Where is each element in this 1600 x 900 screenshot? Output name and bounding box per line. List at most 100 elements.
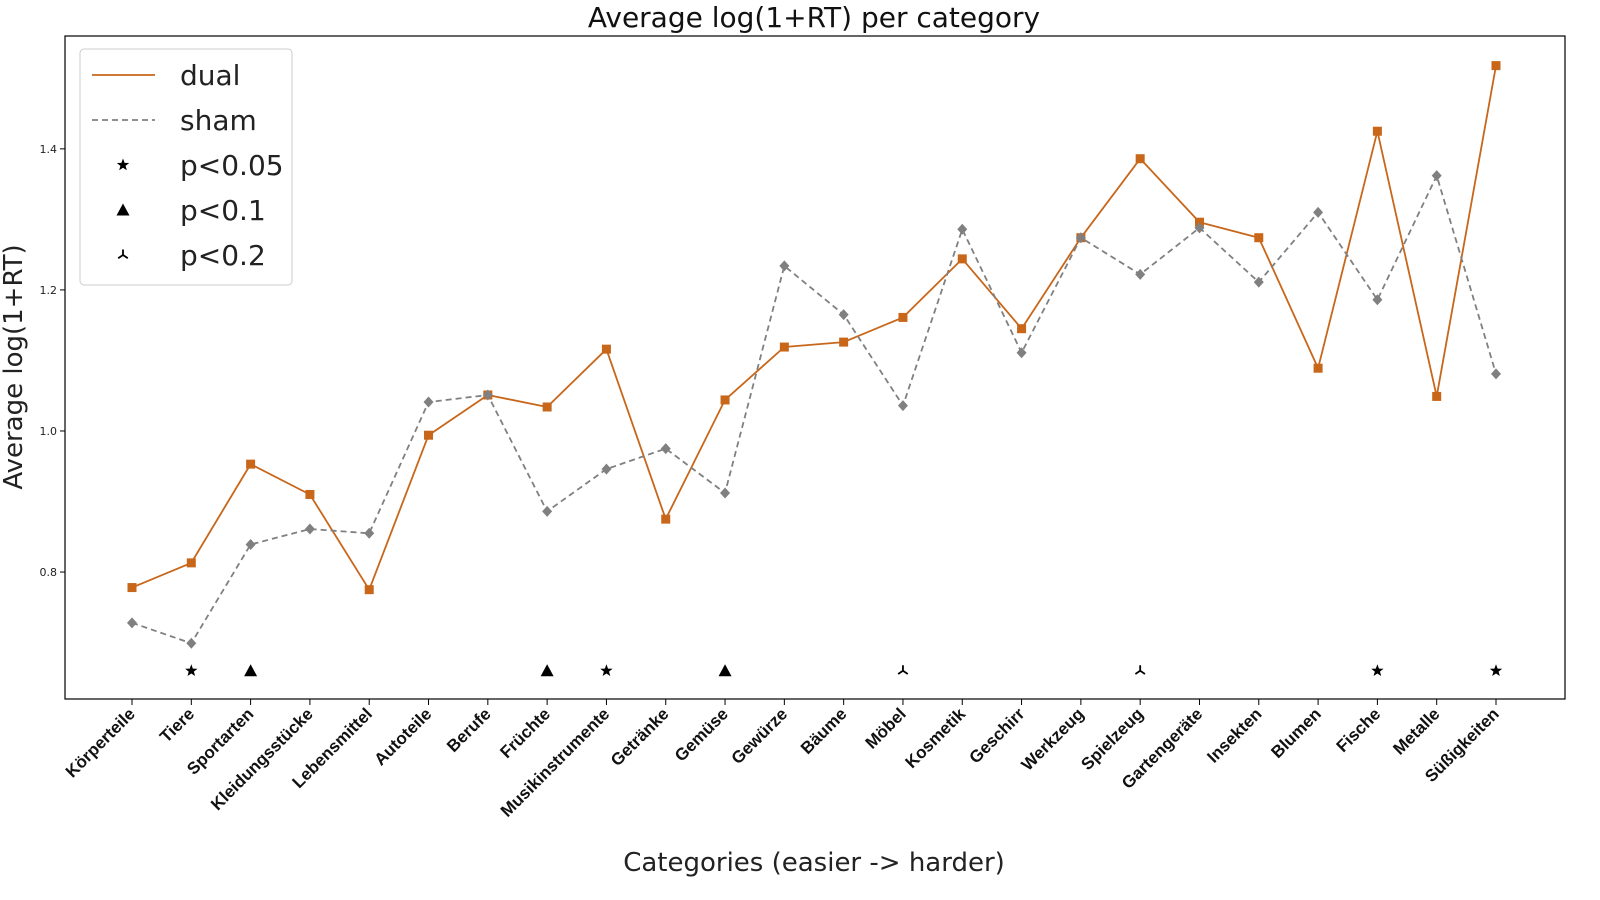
data-point-sham (957, 223, 968, 235)
legend-marker (116, 203, 130, 216)
data-point-sham (601, 463, 612, 475)
y-tick-label: 1.2 (40, 284, 58, 297)
data-point-dual (1432, 391, 1442, 401)
data-point-sham (245, 539, 256, 551)
data-point-sham (364, 527, 375, 539)
legend-item: sham (92, 104, 257, 137)
data-point-dual (720, 395, 730, 405)
significance-marker (1489, 664, 1503, 677)
data-point-dual (364, 585, 374, 595)
legend-box (79, 48, 293, 286)
data-point-dual (1313, 363, 1323, 373)
legend-item: p<0.2 (117, 239, 266, 272)
legend-marker (116, 158, 130, 171)
data-point-dual (1254, 233, 1264, 243)
y-tick-label: 1.0 (40, 425, 58, 438)
legend-item: p<0.05 (116, 149, 284, 182)
significance-marker (244, 664, 258, 677)
x-tick-label: Tiere (156, 704, 198, 746)
data-point-sham (423, 396, 434, 408)
chart-title: Average log(1+RT) per category (588, 1, 1040, 34)
data-point-dual (601, 344, 611, 354)
data-point-sham (1135, 268, 1146, 280)
data-point-dual (424, 430, 434, 440)
x-tick-label: Musikinstrumente (497, 704, 613, 820)
x-tick-label: Autoteile (370, 704, 435, 769)
y-axis: 0.8 1.0 1.2 1.4 (40, 143, 65, 579)
data-point-sham (720, 487, 731, 499)
legend: dual sham p<0.05 p<0.1 p<0.2 (79, 48, 293, 286)
significance-marker (185, 664, 198, 677)
legend-label: p<0.1 (180, 194, 266, 227)
data-point-dual (1372, 126, 1382, 136)
data-point-sham (1016, 347, 1027, 359)
data-point-dual (661, 514, 671, 524)
data-point-dual (127, 583, 137, 593)
x-tick-label: Gewürze (728, 704, 792, 768)
plot-area (64, 35, 1566, 700)
data-point-sham (186, 637, 197, 649)
series-layer (127, 61, 1501, 649)
data-point-sham (1194, 222, 1205, 234)
x-tick-label: Bäume (797, 704, 851, 758)
x-tick-label: Insekten (1203, 704, 1265, 766)
x-tick-label: Fische (1333, 704, 1385, 756)
x-tick-label: Blumen (1267, 704, 1325, 762)
data-point-dual (779, 342, 789, 352)
y-tick-label: 0.8 (40, 566, 58, 579)
y-tick-label: 1.4 (40, 143, 58, 156)
data-point-sham (897, 400, 908, 412)
data-point-sham (482, 389, 493, 401)
x-tick-label: Körperteile (62, 704, 139, 781)
x-axis: Körperteile TiereSportartenKleidungsstück… (62, 699, 1503, 821)
data-point-dual (1135, 154, 1145, 164)
data-point-sham (1075, 232, 1086, 244)
x-tick-label: Getränke (607, 704, 673, 770)
significance-marker (897, 665, 909, 675)
data-point-sham (1313, 206, 1324, 218)
x-tick-label: Kosmetik (902, 704, 970, 772)
legend-marker (117, 249, 129, 259)
data-point-dual (186, 558, 196, 568)
data-point-sham (1253, 276, 1264, 288)
data-point-dual (305, 489, 315, 499)
data-point-dual (542, 402, 552, 412)
data-point-sham (1372, 294, 1383, 306)
y-axis-label: Average log(1+RT) (0, 244, 29, 489)
legend-label: dual (180, 59, 240, 92)
significance-marker (718, 664, 732, 677)
data-point-sham (542, 505, 553, 517)
legend-item: dual (92, 59, 240, 92)
x-tick-label: Kleidungsstücke (207, 704, 317, 814)
data-point-sham (1431, 170, 1442, 182)
significance-marker (600, 664, 613, 677)
data-point-dual (246, 459, 256, 469)
data-point-dual (957, 254, 967, 264)
series-dual (127, 61, 1501, 595)
series-sham (127, 170, 1501, 649)
data-point-sham (660, 443, 671, 455)
significance-marker (1371, 664, 1384, 677)
significance-marker (540, 664, 554, 677)
x-tick-label: Werkzeug (1018, 704, 1088, 774)
data-point-dual (1194, 217, 1204, 227)
data-point-dual (1017, 324, 1027, 334)
x-tick-label: Gemüse (671, 704, 732, 765)
x-axis-label: Categories (easier -> harder) (623, 848, 1005, 878)
x-tick-label: Berufe (443, 704, 495, 756)
data-point-dual (839, 337, 849, 347)
legend-label: sham (180, 104, 257, 137)
legend-label: p<0.2 (180, 239, 266, 272)
x-tick-label: Früchte (496, 704, 554, 762)
data-point-dual (898, 312, 908, 322)
data-point-sham (1491, 368, 1501, 380)
series-line-sham (131, 174, 1497, 645)
data-point-sham (304, 523, 315, 535)
data-point-sham (838, 309, 849, 321)
legend-label: p<0.05 (180, 149, 284, 182)
x-tick-label: Geschirr (966, 704, 1029, 767)
significance-markers (185, 664, 1503, 677)
series-line-dual (131, 65, 1497, 591)
x-tick-label: Möbel (862, 704, 910, 752)
